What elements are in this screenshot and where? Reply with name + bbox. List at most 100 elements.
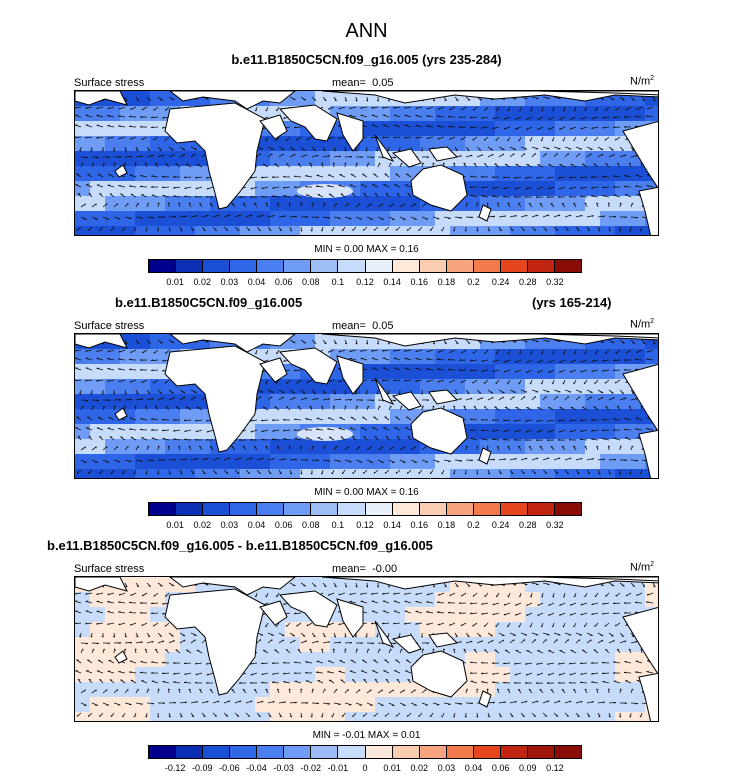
stress-vector	[520, 396, 525, 401]
stress-vector-head	[260, 419, 264, 422]
stress-vector-head	[153, 138, 155, 141]
stress-vector-head	[112, 149, 115, 152]
stress-vector-head	[569, 176, 572, 179]
stress-vector	[179, 153, 186, 158]
stress-vector-head	[529, 382, 531, 385]
stress-vector-head	[528, 202, 532, 205]
stress-vector	[289, 469, 293, 475]
stress-vector-head	[432, 405, 435, 408]
field-cell	[150, 637, 165, 652]
stress-vector-head	[387, 392, 389, 395]
stress-vector-head	[533, 229, 537, 231]
stress-vector	[548, 116, 555, 121]
field-cell	[360, 712, 375, 721]
field-cell	[270, 211, 285, 226]
field-cell	[330, 151, 345, 166]
stress-vector	[526, 612, 533, 616]
stress-vector-head	[426, 593, 429, 596]
field-cell	[75, 622, 90, 637]
stress-vector-head	[547, 457, 550, 460]
field-cell	[570, 682, 585, 697]
field-cell	[555, 409, 570, 424]
stress-vector-head	[321, 162, 324, 165]
stress-vector-head	[228, 457, 231, 460]
field-cell	[585, 181, 600, 196]
field-cell	[465, 364, 480, 379]
field-cell	[495, 409, 510, 424]
field-cell	[375, 697, 390, 712]
stress-vector-head	[559, 127, 561, 130]
stress-vector-head	[173, 186, 176, 189]
stress-vector-head	[634, 368, 638, 370]
stress-vector-head	[507, 202, 510, 205]
field-cell	[165, 166, 180, 181]
stress-vector-head	[107, 137, 110, 139]
stress-vector	[591, 612, 599, 615]
field-cell	[150, 607, 165, 622]
stress-vector-head	[195, 419, 198, 422]
field-cell	[195, 697, 210, 712]
field-cell	[210, 697, 225, 712]
stress-vector	[355, 582, 358, 588]
field-cell	[585, 439, 600, 454]
field-cell	[495, 637, 510, 652]
stress-vector-head	[426, 137, 429, 140]
stress-vector	[124, 389, 127, 395]
stress-vector-head	[141, 381, 143, 384]
stress-vector-head	[437, 601, 440, 603]
field-cell	[315, 91, 330, 106]
field-cell	[105, 151, 120, 166]
stress-vector-head	[85, 349, 88, 352]
stress-vector-head	[382, 349, 385, 352]
stress-vector	[321, 469, 324, 475]
colorbar-tick-label: 0.04	[247, 277, 266, 287]
field-cell	[570, 469, 585, 478]
stress-vector-head	[541, 595, 543, 598]
panel1-mean-value: 0.05	[372, 77, 394, 89]
stress-vector-head	[288, 445, 291, 448]
field-cell	[90, 409, 105, 424]
stress-vector	[586, 153, 592, 158]
stress-vector	[492, 369, 500, 373]
stress-vector-head	[469, 369, 473, 372]
stress-vector	[276, 445, 280, 451]
stress-vector-head	[537, 118, 539, 120]
field-cell	[375, 196, 390, 211]
field-cell	[495, 181, 510, 196]
field-cell	[255, 439, 270, 454]
field-cell	[270, 166, 285, 181]
field-cell	[405, 211, 420, 226]
stress-vector-head	[537, 361, 539, 363]
field-cell	[285, 712, 300, 721]
field-cell	[315, 409, 330, 424]
field-cell	[135, 181, 150, 196]
stress-vector-head	[612, 612, 616, 614]
stress-vector	[190, 215, 198, 218]
stress-vector-head	[355, 99, 358, 102]
field-cell	[75, 394, 90, 409]
stress-vector	[407, 469, 412, 474]
stress-vector-head	[632, 99, 635, 101]
stress-vector	[275, 136, 280, 142]
colorbar-swatch	[230, 260, 258, 272]
stress-vector	[461, 349, 467, 354]
field-cell	[345, 712, 360, 721]
stress-vector-head	[300, 229, 303, 232]
stress-vector	[421, 203, 427, 208]
field-cell	[480, 652, 495, 667]
stress-vector-head	[239, 457, 242, 460]
stress-vector-head	[506, 139, 509, 142]
field-cell	[600, 697, 615, 712]
stress-vector-head	[447, 125, 451, 128]
field-cell	[495, 151, 510, 166]
stress-vector-head	[548, 127, 550, 130]
stress-vector-head	[194, 195, 198, 198]
field-cell	[300, 682, 315, 697]
stress-vector-head	[128, 601, 132, 603]
field-cell	[90, 652, 105, 667]
stress-vector-head	[497, 445, 500, 448]
stress-vector-head	[562, 625, 564, 628]
stress-vector-head	[506, 382, 509, 385]
stress-vector	[652, 96, 656, 102]
field-cell	[345, 394, 360, 409]
